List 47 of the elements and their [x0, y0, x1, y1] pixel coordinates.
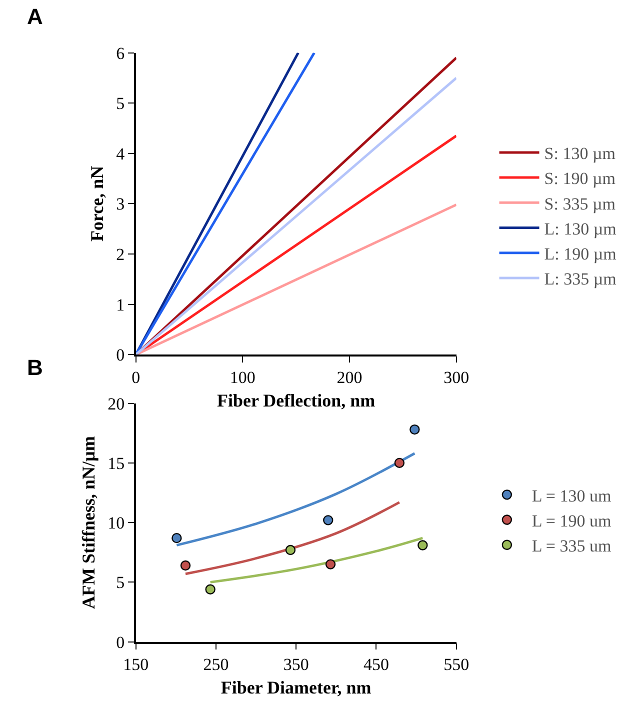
point — [418, 540, 428, 550]
legend-label: L: 130 µm — [544, 219, 616, 238]
x-axis-title: Fiber Deflection, nm — [217, 390, 376, 410]
x-tick-label: 200 — [336, 368, 362, 387]
y-axis-title: Force, nN — [86, 166, 107, 242]
y-tick-label: 20 — [108, 394, 125, 414]
point — [285, 544, 296, 556]
line-series — [175, 452, 416, 546]
y-tick-label: 0 — [116, 346, 125, 365]
point — [205, 584, 216, 594]
y-tick-label: 3 — [116, 194, 125, 214]
x-tick-label: 350 — [283, 654, 309, 674]
point — [394, 458, 405, 468]
x-tick-label: 150 — [123, 654, 149, 674]
x-axis-title: Fiber Diameter, nm — [220, 678, 372, 698]
legend-label: L: 335 µm — [544, 270, 616, 289]
y-tick-label: 2 — [116, 244, 125, 264]
legend-label: S: 335 µm — [544, 194, 616, 214]
x-tick-label: 300 — [444, 368, 470, 387]
point — [325, 559, 336, 570]
legend-label: S: 130 µm — [544, 144, 616, 164]
legend-label: L: 190 µm — [544, 244, 616, 264]
x-tick-label: 450 — [363, 654, 389, 674]
legend-label: L = 190 um — [532, 511, 612, 530]
legend-label: L = 130 um — [532, 486, 612, 506]
chart-title: B — [27, 355, 43, 380]
x-tick-label: 0 — [132, 368, 140, 387]
x-tick-label: 100 — [230, 368, 256, 387]
y-tick-label: 5 — [116, 573, 125, 592]
x-tick-label: 550 — [444, 654, 470, 674]
y-tick-label: 4 — [116, 144, 126, 164]
y-tick-label: 5 — [116, 94, 125, 114]
y-tick-label: 6 — [116, 44, 125, 63]
legend-label: S: 190 µm — [544, 169, 616, 188]
legend-label: L = 335 um — [532, 536, 612, 556]
chart-title: A — [27, 4, 43, 29]
line-series — [184, 501, 401, 576]
point — [172, 532, 182, 544]
point — [410, 424, 420, 435]
y-tick-label: 15 — [108, 454, 125, 473]
point — [180, 560, 191, 571]
x-tick-label: 250 — [203, 654, 229, 674]
y-tick-label: 1 — [116, 295, 125, 314]
point — [323, 515, 334, 526]
y-tick-label: 0 — [116, 632, 125, 652]
y-tick-label: 10 — [108, 514, 125, 533]
y-axis-title: AFM Stiffness, nN/µm — [78, 436, 98, 609]
